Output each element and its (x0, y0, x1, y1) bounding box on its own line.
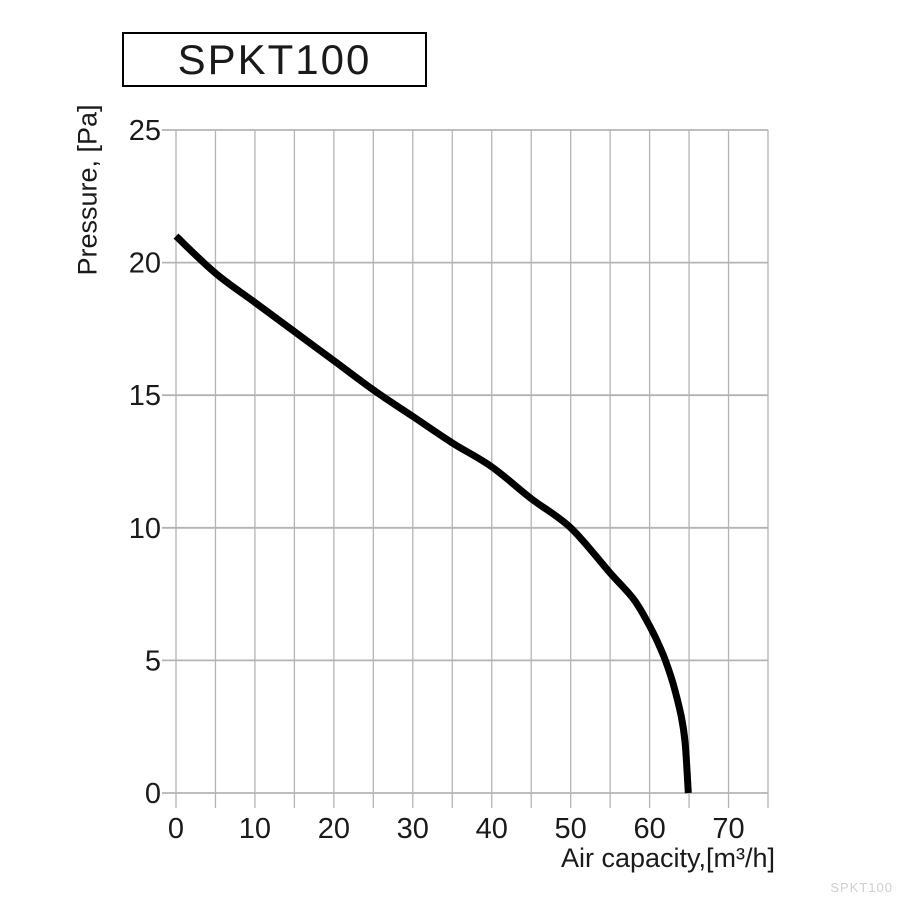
y-tick-label: 5 (145, 645, 161, 677)
y-tick-label: 25 (129, 115, 161, 147)
watermark: SPKT100 (830, 880, 893, 895)
y-tick-label: 15 (129, 380, 161, 412)
x-tick-label: 50 (555, 813, 587, 845)
x-tick-label: 20 (318, 813, 350, 845)
x-tick-label: 70 (712, 813, 744, 845)
x-tick-label: 30 (397, 813, 429, 845)
x-tick-label: 10 (239, 813, 271, 845)
x-tick-label: 40 (476, 813, 508, 845)
x-tick-label: 0 (168, 813, 184, 845)
chart-title: SPKT100 (177, 35, 372, 83)
x-axis-title: Air capacity,[m³/h] (560, 843, 775, 873)
performance-curve (173, 233, 692, 794)
y-tick-label: 20 (129, 248, 161, 280)
y-tick-label: 10 (129, 513, 161, 545)
y-tick-label: 0 (145, 778, 161, 810)
x-tick-label: 60 (633, 813, 665, 845)
title-box: SPKT100 (122, 32, 427, 87)
